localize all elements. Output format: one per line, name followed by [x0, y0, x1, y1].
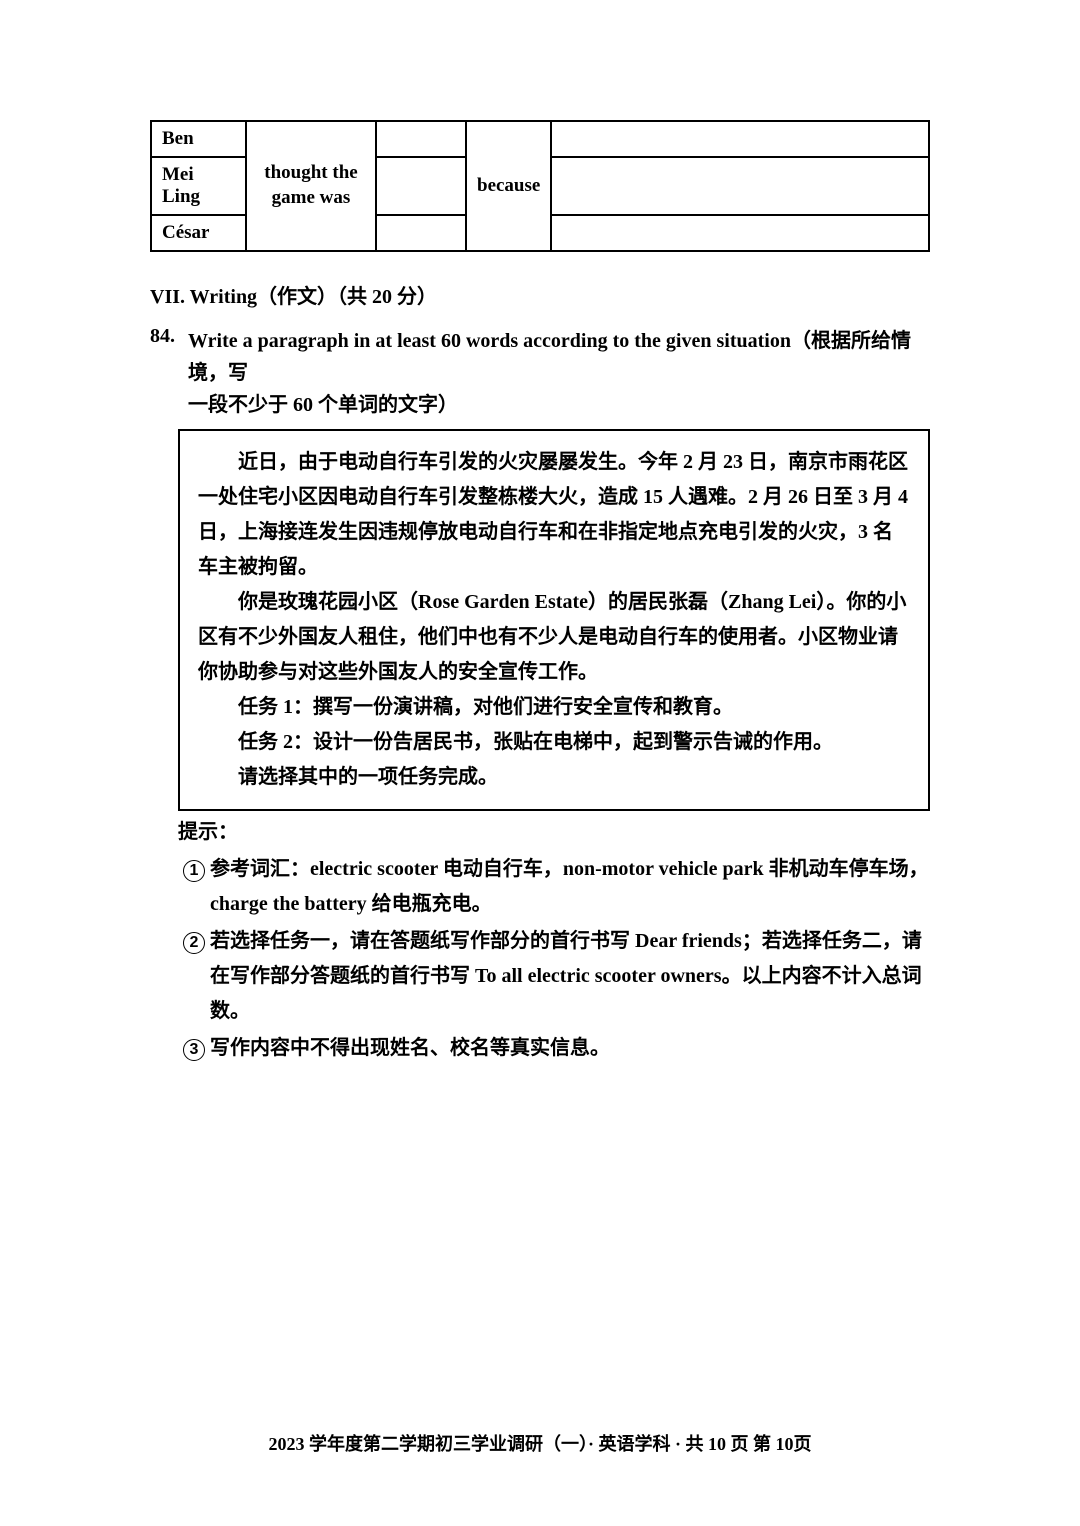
tip-2-num: 2	[178, 924, 210, 1029]
tip-3-text: 写作内容中不得出现姓名、校名等真实信息。	[210, 1031, 930, 1066]
question-line2: 一段不少于 60 个单词的文字）	[188, 394, 458, 416]
cell-ben: Ben	[151, 121, 246, 157]
cell-blank-r1c2	[551, 121, 929, 157]
tip-3: 3 写作内容中不得出现姓名、校名等真实信息。	[178, 1031, 930, 1066]
passage-box: 近日，由于电动自行车引发的火灾屡屡发生。今年 2 月 23 日，南京市雨花区一处…	[178, 429, 930, 811]
tip-1-num: 1	[178, 852, 210, 922]
cell-blank-r2c1	[376, 157, 466, 215]
passage-p1: 近日，由于电动自行车引发的火灾屡屡发生。今年 2 月 23 日，南京市雨花区一处…	[198, 445, 910, 585]
names-table: Ben thought the game was because Mei Lin…	[150, 120, 930, 252]
question-line1: Write a paragraph in at least 60 words a…	[188, 330, 911, 384]
tip-3-num: 3	[178, 1031, 210, 1066]
tip-1-text: 参考词汇：electric scooter 电动自行车，non-motor ve…	[210, 852, 930, 922]
tips-list: 1 参考词汇：electric scooter 电动自行车，non-motor …	[178, 852, 930, 1066]
passage-p2: 你是玫瑰花园小区（Rose Garden Estate）的居民张磊（Zhang …	[198, 585, 910, 690]
cell-blank-r3c2	[551, 215, 929, 251]
tip-2-text: 若选择任务一，请在答题纸写作部分的首行书写 Dear friends；若选择任务…	[210, 924, 930, 1029]
cell-meiling: Mei Ling	[151, 157, 246, 215]
cell-blank-r1c1	[376, 121, 466, 157]
page-footer: 2023 学年度第二学期初三学业调研（一）· 英语学科 · 共 10 页 第 1…	[0, 1430, 1080, 1456]
passage-p3: 任务 1：撰写一份演讲稿，对他们进行安全宣传和教育。	[198, 690, 910, 725]
question-text: Write a paragraph in at least 60 words a…	[188, 325, 930, 421]
tip-1: 1 参考词汇：electric scooter 电动自行车，non-motor …	[178, 852, 930, 922]
cell-cesar: César	[151, 215, 246, 251]
cell-blank-r2c2	[551, 157, 929, 215]
cell-because: because	[466, 121, 551, 251]
section-heading: VII. Writing（作文）（共 20 分）	[150, 280, 930, 309]
question-84: 84. Write a paragraph in at least 60 wor…	[150, 325, 930, 421]
passage-p4: 任务 2：设计一份告居民书，张贴在电梯中，起到警示告诫的作用。	[198, 725, 910, 760]
cell-thought: thought the game was	[246, 121, 376, 251]
cell-blank-r3c1	[376, 215, 466, 251]
passage-p5: 请选择其中的一项任务完成。	[198, 760, 910, 795]
tips-label: 提示：	[178, 815, 930, 844]
tip-2: 2 若选择任务一，请在答题纸写作部分的首行书写 Dear friends；若选择…	[178, 924, 930, 1029]
question-number: 84.	[150, 325, 188, 421]
